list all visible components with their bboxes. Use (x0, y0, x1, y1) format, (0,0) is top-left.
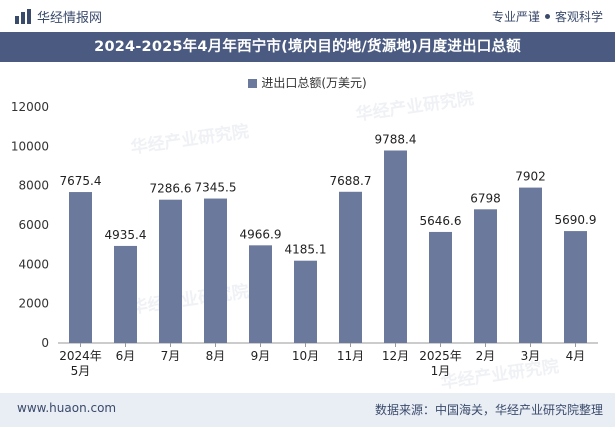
bar (114, 245, 137, 343)
bar (429, 231, 452, 343)
legend-swatch (248, 79, 258, 88)
x-tick-label: 7月 (161, 349, 181, 363)
legend-label: 进出口总额(万美元) (261, 76, 367, 90)
y-tick-label: 12000 (11, 100, 49, 114)
y-tick-label: 4000 (18, 257, 49, 271)
data-label: 4966.9 (240, 227, 282, 241)
footer: www.huaon.com 数据来源：中国海关，华经产业研究院整理 (0, 393, 615, 427)
bar (339, 191, 362, 343)
bar (564, 231, 587, 343)
bar (159, 199, 182, 343)
bullet-dot-icon (544, 14, 550, 19)
x-tick-label: 2025年 (419, 349, 462, 363)
y-tick-label: 8000 (18, 179, 49, 193)
chart-title: 2024-2025年4月年西宁市(境内目的地/货源地)月度进出口总额 (0, 32, 615, 62)
y-tick-label: 6000 (18, 218, 49, 232)
brand-logo-icon (15, 8, 31, 24)
footer-source: 数据来源：中国海关，华经产业研究院整理 (374, 403, 603, 417)
y-tick-label: 10000 (11, 139, 49, 153)
x-tick-label: 4月 (566, 349, 586, 363)
data-label: 6798 (470, 191, 501, 205)
x-tick-label: 12月 (382, 349, 409, 363)
data-label: 5690.9 (555, 213, 597, 227)
top-bar: 华经情报网 专业严谨 客观科学 (0, 0, 615, 32)
bar (204, 198, 227, 343)
bar (474, 209, 497, 343)
bar (249, 245, 272, 343)
x-tick-label: 10月 (292, 349, 319, 363)
bar-chart: 0 2000 4000 6000 8000 10000 12000 7675.4 2024年5月… (11, 100, 598, 378)
data-label: 7902 (515, 170, 546, 184)
x-tick-label: 2024年 (59, 349, 102, 363)
data-label: 7688.7 (330, 174, 372, 188)
data-label: 7286.6 (150, 182, 192, 196)
slogan: 专业严谨 客观科学 (492, 8, 603, 25)
x-tick-label: 1月 (431, 364, 451, 378)
footer-url[interactable]: www.huaon.com (17, 401, 117, 415)
bar (294, 260, 317, 343)
brand-name: 华经情报网 (37, 11, 103, 26)
legend: 进出口总额(万美元) (0, 74, 615, 91)
x-tick-label: 6月 (116, 349, 136, 363)
data-label: 4185.1 (285, 243, 327, 257)
brand[interactable]: 华经情报网 (14, 7, 102, 26)
x-tick-label: 11月 (337, 349, 364, 363)
y-tick-label: 2000 (18, 297, 49, 311)
x-tick-label: 2月 (476, 349, 496, 363)
x-tick-label: 5月 (71, 364, 91, 378)
data-label: 4935.4 (105, 228, 147, 242)
data-label: 7345.5 (195, 181, 237, 195)
data-label: 7675.4 (60, 174, 102, 188)
x-tick-label: 3月 (521, 349, 541, 363)
slogan-left: 专业严谨 (491, 10, 540, 24)
x-tick-label: 8月 (206, 349, 226, 363)
bar (519, 187, 542, 343)
y-tick-label: 0 (41, 336, 49, 350)
x-tick-label: 9月 (251, 349, 271, 363)
slogan-right: 客观科学 (554, 10, 603, 24)
data-label: 5646.6 (420, 214, 462, 228)
bar (69, 192, 92, 343)
bar (384, 150, 407, 343)
data-label: 9788.4 (375, 132, 417, 146)
